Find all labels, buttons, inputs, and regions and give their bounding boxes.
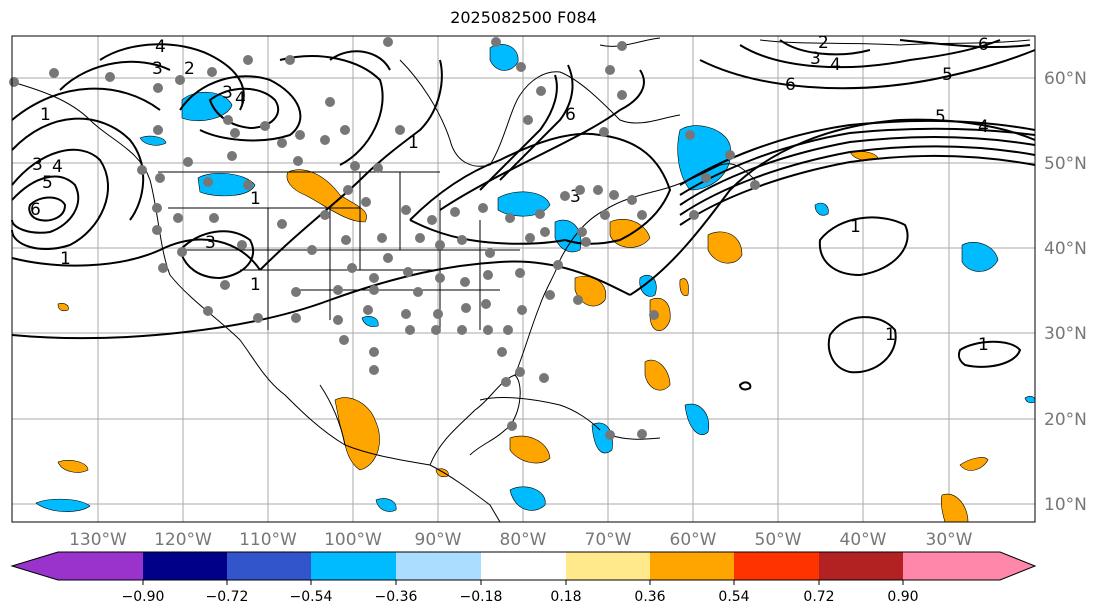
colorbar-segment bbox=[12, 552, 58, 580]
lon-label: 80°W bbox=[500, 530, 547, 550]
contour-label: 4 bbox=[830, 55, 841, 75]
contour-label: 4 bbox=[978, 117, 989, 137]
lat-label: 30°N bbox=[1044, 324, 1087, 344]
contour-label: 2 bbox=[818, 33, 829, 53]
colorbar-tick-label: 0.54 bbox=[718, 589, 749, 605]
contour-label: 3 bbox=[810, 49, 821, 69]
contour-label: 6 bbox=[565, 105, 576, 125]
colorbar-tick-label: −0.36 bbox=[375, 589, 418, 605]
colorbar-segment bbox=[396, 552, 481, 580]
colorbar-tick-label: 0.36 bbox=[634, 589, 665, 605]
colorbar-segment bbox=[650, 552, 734, 580]
map-frame bbox=[11, 35, 1036, 523]
lon-label: 130°W bbox=[69, 530, 127, 550]
colorbar-segments bbox=[12, 552, 1035, 580]
colorbar-tick-label: 0.18 bbox=[550, 589, 581, 605]
contour-label: 5 bbox=[942, 65, 953, 85]
colorbar-segment bbox=[227, 552, 311, 580]
lat-label: 40°N bbox=[1044, 239, 1087, 259]
contour-label: 3 bbox=[222, 83, 233, 103]
positive-anomaly-shading bbox=[57, 150, 989, 523]
longitude-labels: 130°W 120°W 110°W 100°W 90°W 80°W 70°W 6… bbox=[69, 530, 973, 550]
contour-label: 4 bbox=[52, 157, 63, 177]
colorbar-segment bbox=[1000, 552, 1035, 580]
colorbar-tick-label: 0.90 bbox=[887, 589, 918, 605]
contour-label: 6 bbox=[785, 75, 796, 95]
contour-label: 1 bbox=[250, 275, 261, 295]
contour-lines bbox=[11, 39, 1036, 391]
lat-label: 10°N bbox=[1044, 495, 1087, 515]
contour-label: 2 bbox=[184, 59, 195, 79]
colorbar-segment bbox=[903, 552, 1000, 580]
negative-anomaly-shading bbox=[35, 44, 1036, 512]
contour-label: 1 bbox=[40, 105, 51, 125]
contour-label: 1 bbox=[978, 335, 989, 355]
lon-label: 120°W bbox=[154, 530, 212, 550]
colorbar-tick-label: −0.72 bbox=[206, 589, 249, 605]
contour-label-group: 1 1 1 1 1 1 1 1 2 2 3 3 3 3 3 3 4 4 4 4 … bbox=[30, 33, 989, 355]
lat-label: 50°N bbox=[1044, 154, 1087, 174]
contour-label: 5 bbox=[935, 107, 946, 127]
colorbar-tick-label: 0.72 bbox=[803, 589, 834, 605]
lon-label: 70°W bbox=[585, 530, 632, 550]
contour-label: 6 bbox=[30, 200, 41, 220]
lon-label: 30°W bbox=[926, 530, 973, 550]
colorbar: −0.90 −0.72 −0.54 −0.36 −0.18 0.18 0.36 … bbox=[10, 551, 1037, 605]
lon-label: 60°W bbox=[670, 530, 717, 550]
contour-label: 3 bbox=[32, 155, 43, 175]
contour-label: 1 bbox=[250, 189, 261, 209]
colorbar-segment bbox=[819, 552, 903, 580]
contour-label: 3 bbox=[205, 233, 216, 253]
contour-label: 1 bbox=[885, 325, 896, 345]
colorbar-segment bbox=[566, 552, 650, 580]
lon-label: 110°W bbox=[239, 530, 297, 550]
contour-label: 4 bbox=[155, 37, 166, 57]
contour-label: 1 bbox=[60, 249, 71, 269]
contour-label: 1 bbox=[850, 217, 861, 237]
station-markers bbox=[9, 37, 760, 440]
contour-label: 5 bbox=[42, 173, 53, 193]
colorbar-segment bbox=[481, 552, 566, 580]
colorbar-segment bbox=[311, 552, 396, 580]
contour-label: 3 bbox=[152, 59, 163, 79]
lat-label: 60°N bbox=[1044, 69, 1087, 89]
colorbar-tick-label: −0.90 bbox=[122, 589, 165, 605]
lon-label: 100°W bbox=[324, 530, 382, 550]
contour-label: 6 bbox=[978, 35, 989, 55]
lon-label: 50°W bbox=[755, 530, 802, 550]
lon-label: 40°W bbox=[840, 530, 887, 550]
colorbar-tick-label: −0.18 bbox=[460, 589, 503, 605]
lon-label: 90°W bbox=[415, 530, 462, 550]
colorbar-segment bbox=[734, 552, 819, 580]
map-title: 2025082500 F084 bbox=[450, 8, 597, 27]
contour-label: 4 bbox=[235, 89, 246, 109]
contour-label: 3 bbox=[570, 187, 581, 207]
colorbar-tick-label: −0.54 bbox=[290, 589, 333, 605]
colorbar-segment bbox=[58, 552, 143, 580]
contour-label: 1 bbox=[408, 133, 419, 153]
colorbar-segment bbox=[143, 552, 227, 580]
lat-label: 20°N bbox=[1044, 410, 1087, 430]
latitude-labels: 60°N 50°N 40°N 30°N 20°N 10°N bbox=[1044, 69, 1087, 515]
